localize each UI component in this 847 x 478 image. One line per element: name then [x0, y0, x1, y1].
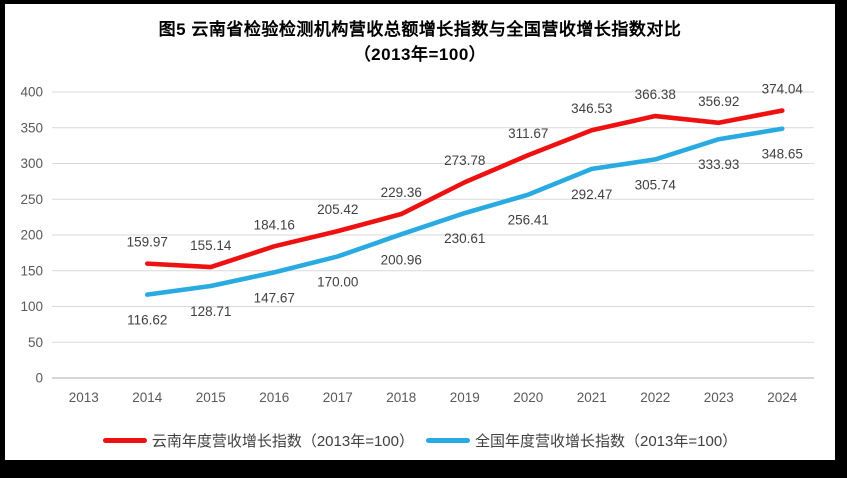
chart-title-line1: 图5 云南省检验检测机构营收总额增长指数与全国营收增长指数对比 — [158, 20, 682, 39]
svg-text:170.00: 170.00 — [317, 274, 358, 289]
svg-text:348.65: 348.65 — [762, 147, 803, 162]
legend-item-national: 全国年度营收增长指数（2013年=100） — [426, 430, 737, 451]
svg-text:159.97: 159.97 — [127, 235, 168, 250]
svg-text:0: 0 — [35, 371, 43, 386]
svg-text:273.78: 273.78 — [444, 153, 485, 168]
svg-text:2022: 2022 — [640, 390, 670, 405]
svg-text:374.04: 374.04 — [762, 82, 804, 97]
svg-text:205.42: 205.42 — [317, 202, 358, 217]
svg-text:2017: 2017 — [323, 390, 353, 405]
yunnan-series-swatch-icon — [102, 438, 147, 443]
svg-text:116.62: 116.62 — [127, 313, 167, 328]
svg-text:356.92: 356.92 — [698, 94, 739, 109]
svg-text:400: 400 — [20, 85, 43, 100]
svg-text:2013: 2013 — [69, 390, 99, 405]
svg-text:155.14: 155.14 — [190, 238, 232, 253]
svg-text:200.96: 200.96 — [381, 252, 422, 267]
svg-text:2014: 2014 — [132, 390, 163, 405]
legend-label-national: 全国年度营收增长指数（2013年=100） — [475, 433, 738, 450]
national-series-swatch-icon — [426, 438, 470, 443]
svg-text:2020: 2020 — [513, 390, 543, 405]
svg-text:346.53: 346.53 — [571, 101, 612, 116]
svg-text:292.47: 292.47 — [571, 187, 612, 202]
svg-text:184.16: 184.16 — [254, 217, 295, 232]
svg-text:311.67: 311.67 — [508, 126, 548, 141]
svg-text:128.71: 128.71 — [190, 304, 231, 319]
svg-text:200: 200 — [20, 228, 43, 243]
legend: 云南年度营收增长指数（2013年=100） 全国年度营收增长指数（2013年=1… — [5, 430, 835, 451]
svg-text:229.36: 229.36 — [381, 185, 422, 200]
svg-text:2023: 2023 — [704, 390, 734, 405]
svg-text:2015: 2015 — [196, 390, 226, 405]
svg-text:333.93: 333.93 — [698, 157, 739, 172]
svg-text:147.67: 147.67 — [254, 290, 295, 305]
svg-text:2024: 2024 — [767, 390, 798, 405]
svg-text:250: 250 — [20, 192, 43, 207]
legend-label-yunnan: 云南年度营收增长指数（2013年=100） — [151, 433, 414, 450]
svg-text:2019: 2019 — [450, 390, 480, 405]
svg-text:300: 300 — [20, 156, 43, 171]
svg-text:2021: 2021 — [577, 390, 607, 405]
svg-text:366.38: 366.38 — [635, 87, 676, 102]
svg-text:305.74: 305.74 — [635, 177, 677, 192]
svg-text:2016: 2016 — [259, 390, 289, 405]
svg-text:350: 350 — [20, 120, 43, 135]
line-chart: 0 50 100 150 200 250 300 350 400 2013 2014 2015 2016… — [20, 82, 814, 405]
chart-title: 图5 云南省检验检测机构营收总额增长指数与全国营收增长指数对比 （2013年=1… — [5, 17, 835, 67]
legend-item-yunnan: 云南年度营收增长指数（2013年=100） — [102, 430, 414, 451]
svg-text:230.61: 230.61 — [444, 231, 485, 246]
svg-text:50: 50 — [28, 335, 43, 350]
svg-text:150: 150 — [20, 263, 43, 278]
svg-text:100: 100 — [20, 299, 43, 314]
chart-title-line2: （2013年=100） — [353, 45, 487, 64]
svg-text:2018: 2018 — [386, 390, 416, 405]
svg-text:256.41: 256.41 — [508, 213, 549, 228]
chart-panel: 图5 云南省检验检测机构营收总额增长指数与全国营收增长指数对比 （2013年=1… — [5, 4, 835, 460]
